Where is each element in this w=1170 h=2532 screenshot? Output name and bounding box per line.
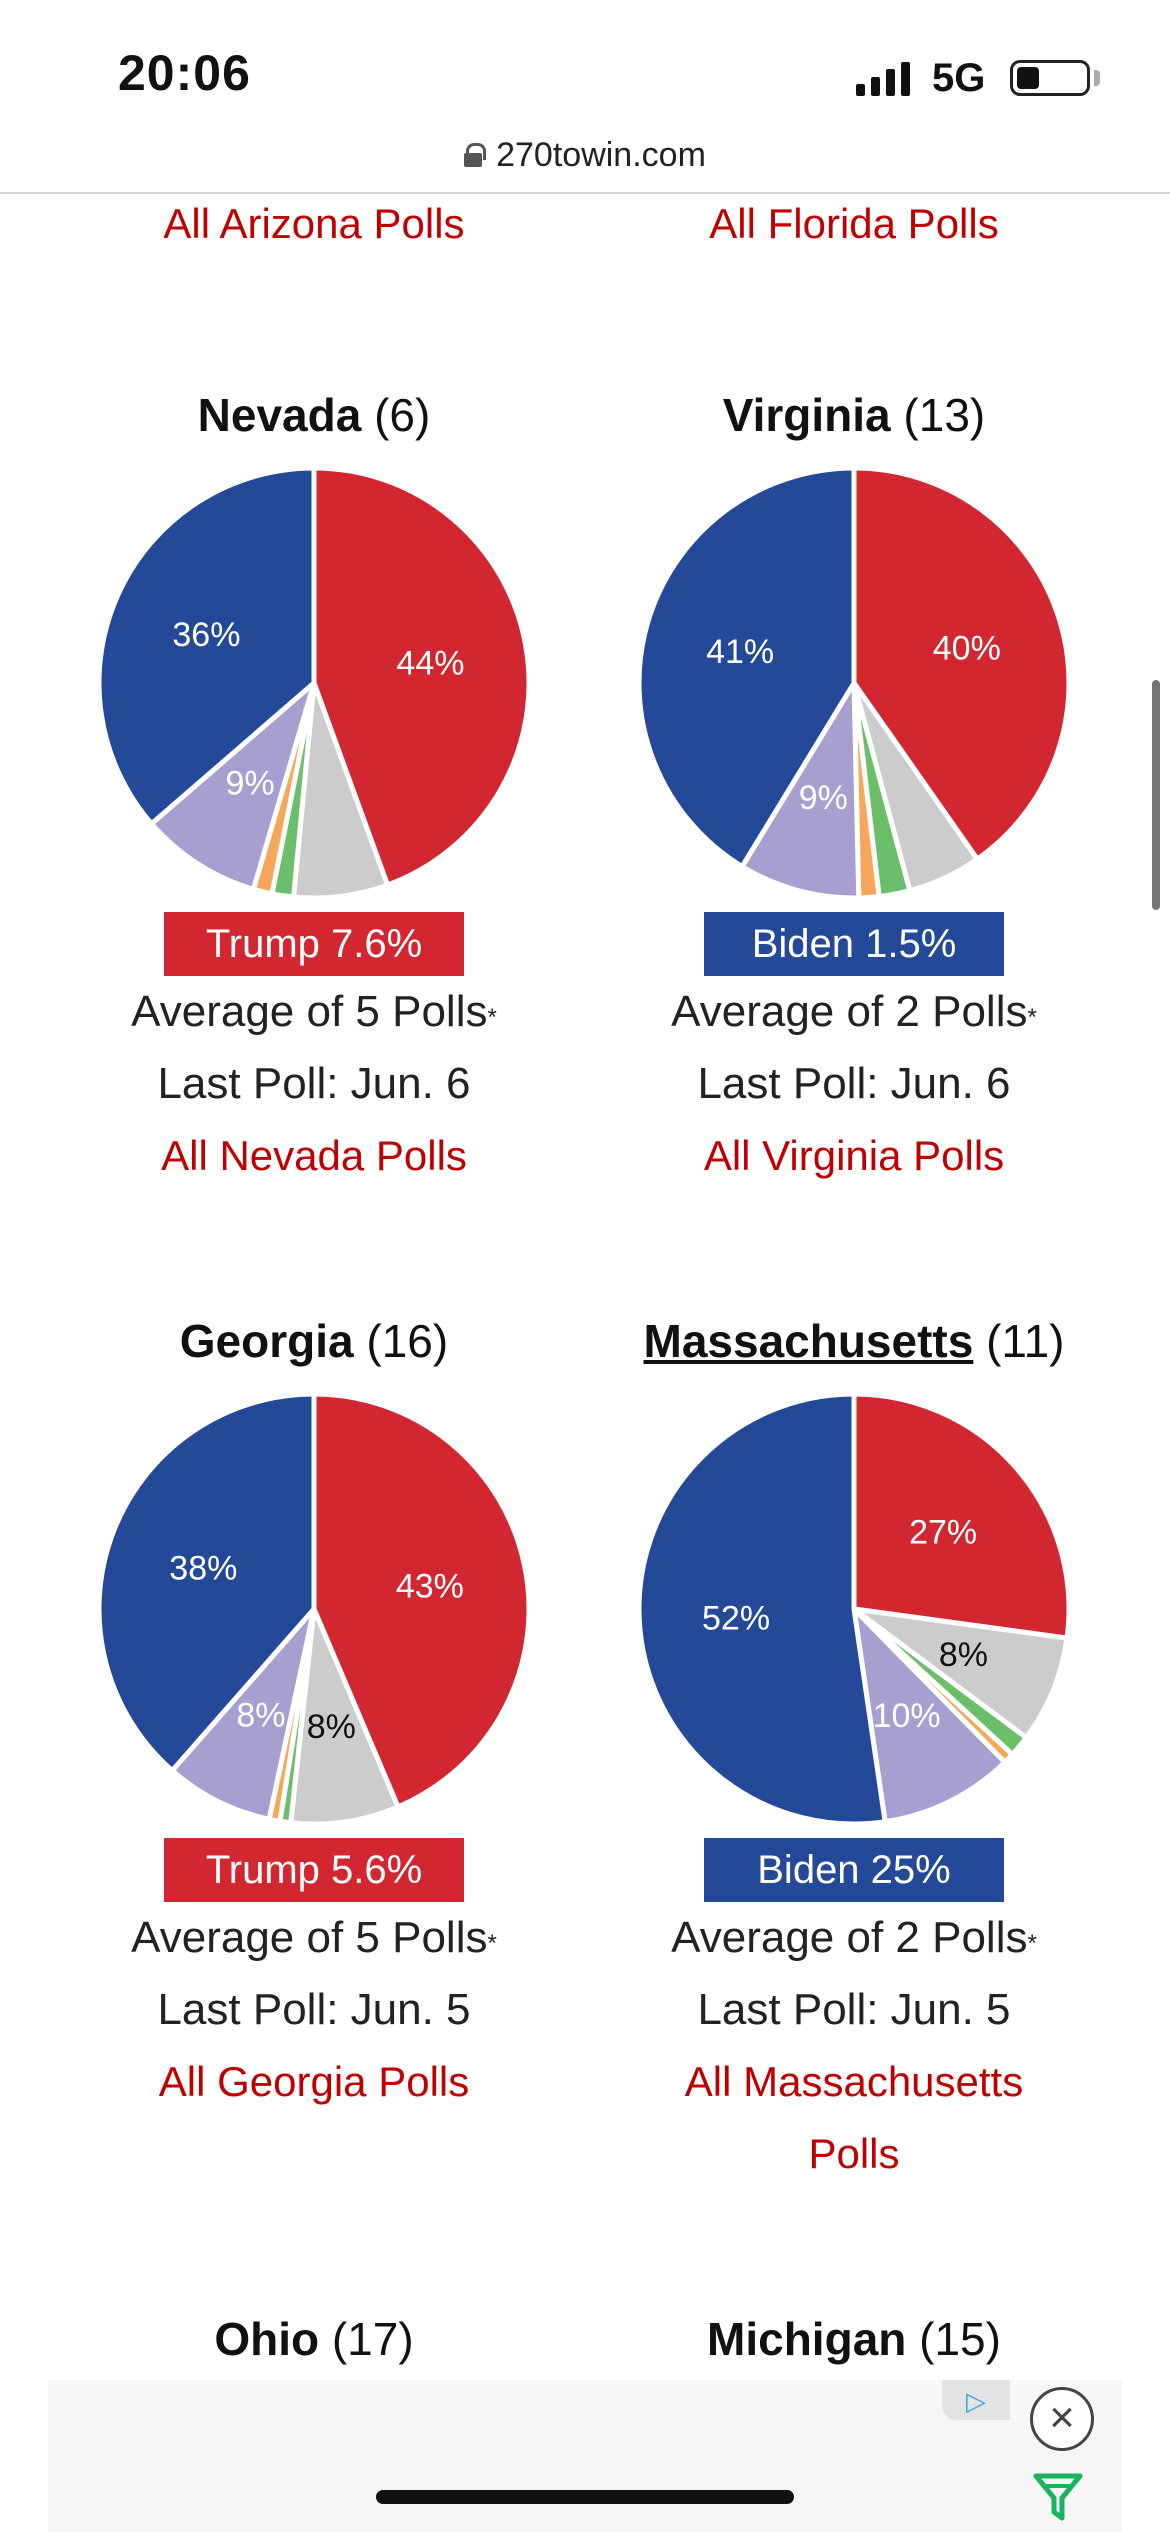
poll-average: Average of 5 Polls* xyxy=(54,976,574,1048)
pie-label-trump: 27% xyxy=(909,1513,977,1551)
pie-label-kennedy: 8% xyxy=(236,1697,285,1735)
pie-label-kennedy: 9% xyxy=(799,779,848,817)
home-indicator[interactable] xyxy=(376,2490,794,2504)
state-card-massachusetts: Massachusetts (11) 27% 8% 10% 52% Biden 25%… xyxy=(594,1314,1114,2190)
pie-slice-kennedy[interactable] xyxy=(739,680,862,901)
footnote-mark: * xyxy=(487,1930,497,1957)
state-card-nevada: Nevada (6) 44% 9% 36% Trump 7.6% Average o… xyxy=(54,388,574,1192)
pie-slice-trump[interactable] xyxy=(851,465,1072,862)
funnel-icon[interactable] xyxy=(1030,2468,1086,2524)
close-icon[interactable]: × xyxy=(1030,2387,1094,2451)
poll-average-text: Average of 2 Polls xyxy=(671,987,1028,1036)
pie-chart-georgia[interactable]: 43% 8% 8% 38% xyxy=(89,1384,539,1834)
all-georgia-polls-link[interactable]: All Georgia Polls xyxy=(158,2058,470,2105)
all-nevada-polls-link[interactable]: All Nevada Polls xyxy=(161,1132,467,1179)
pie-label-trump: 40% xyxy=(933,629,1001,667)
state-title: Nevada (6) xyxy=(54,388,574,448)
pie-slice-biden[interactable] xyxy=(96,465,317,827)
lock-icon xyxy=(464,143,487,167)
clock: 20:06 xyxy=(118,45,251,101)
electoral-votes: (6) xyxy=(374,389,431,441)
pie-slice-biden[interactable] xyxy=(636,1391,888,1827)
last-poll-date: Last Poll: Jun. 6 xyxy=(157,1059,471,1108)
pie-slice-trump[interactable] xyxy=(851,1391,1072,1641)
leader-badge: Trump 7.6% xyxy=(164,912,464,976)
last-poll-date: Last Poll: Jun. 5 xyxy=(157,1985,471,2034)
poll-average-text: Average of 5 Polls xyxy=(131,1913,488,1962)
pie-slice-trump[interactable] xyxy=(311,1391,532,1810)
state-title: Massachusetts (11) xyxy=(594,1314,1114,1374)
state-title: Michigan (15) xyxy=(594,2312,1114,2372)
electoral-votes: (15) xyxy=(919,2313,1001,2365)
all-massachusetts-polls-link[interactable]: All Massachusetts Polls xyxy=(684,2058,1024,2177)
state-name: Ohio xyxy=(214,2313,320,2365)
battery-icon xyxy=(1010,60,1090,96)
electoral-votes: (17) xyxy=(331,2313,414,2365)
footnote-mark: * xyxy=(1027,1930,1037,1957)
state-card-ohio: Ohio (17) xyxy=(54,2312,574,2372)
pie-slice-kennedy[interactable] xyxy=(851,1606,1008,1825)
footnote-mark: * xyxy=(487,1004,497,1031)
pie-label-trump: 43% xyxy=(396,1567,464,1605)
electoral-votes: (13) xyxy=(903,389,986,441)
pie-chart-massachusetts[interactable]: 27% 8% 10% 52% xyxy=(629,1384,1079,1834)
status-bar: 20:06 5G xyxy=(0,0,1170,120)
pie-label-biden: 41% xyxy=(706,633,774,671)
state-card-virginia: Virginia (13) 40% 9% 41% Biden 1.5% Averag… xyxy=(594,388,1114,1192)
pie-chart-nevada[interactable]: 44% 9% 36% xyxy=(89,458,539,908)
electoral-votes: (11) xyxy=(986,1315,1065,1367)
poll-average: Average of 2 Polls* xyxy=(594,1902,1114,1974)
battery-tip xyxy=(1094,70,1100,86)
pie-slice-biden[interactable] xyxy=(96,1391,317,1774)
pie-slice-kennedy[interactable] xyxy=(149,680,317,892)
pie-slice-biden[interactable] xyxy=(636,465,857,870)
state-name: Nevada xyxy=(197,389,362,441)
last-poll-date: Last Poll: Jun. 5 xyxy=(697,1985,1011,2034)
leader-badge: Biden 25% xyxy=(704,1838,1004,1902)
poll-average: Average of 2 Polls* xyxy=(594,976,1114,1048)
pie-label-trump: 44% xyxy=(396,644,464,682)
poll-average-text: Average of 5 Polls xyxy=(131,987,488,1036)
last-poll-date: Last Poll: Jun. 6 xyxy=(697,1059,1011,1108)
pie-label-kennedy: 10% xyxy=(873,1697,941,1735)
pie-label-biden: 52% xyxy=(702,1600,770,1638)
divider xyxy=(0,192,1170,194)
state-title: Ohio (17) xyxy=(54,2312,574,2372)
state-title: Virginia (13) xyxy=(594,388,1114,448)
leader-badge: Biden 1.5% xyxy=(704,912,1004,976)
leader-badge: Trump 5.6% xyxy=(164,1838,464,1902)
pie-label-undecided: 8% xyxy=(939,1636,988,1674)
state-name: Virginia xyxy=(722,389,891,441)
state-name-link[interactable]: Massachusetts xyxy=(643,1315,974,1367)
pie-slice-trump[interactable] xyxy=(311,465,532,888)
signal-icon xyxy=(856,62,910,96)
state-title: Georgia (16) xyxy=(54,1314,574,1374)
electoral-votes: (16) xyxy=(366,1315,449,1367)
all-virginia-polls-link[interactable]: All Virginia Polls xyxy=(703,1132,1005,1179)
url-text: 270towin.com xyxy=(496,135,706,174)
state-card-georgia: Georgia (16) 43% 8% 8% 38% Trump 5.6% Avera… xyxy=(54,1314,574,2118)
state-name: Georgia xyxy=(179,1315,354,1367)
pie-label-biden: 38% xyxy=(169,1549,237,1587)
scrollbar[interactable] xyxy=(1152,680,1160,910)
poll-average: Average of 5 Polls* xyxy=(54,1902,574,1974)
pie-label-kennedy: 9% xyxy=(225,764,274,802)
footnote-mark: * xyxy=(1027,1004,1037,1031)
address-bar[interactable]: 270towin.com xyxy=(0,120,1170,190)
adchoices-icon[interactable]: ▷ xyxy=(942,2380,1010,2420)
state-card-michigan: Michigan (15) xyxy=(594,2312,1114,2372)
all-arizona-polls-link[interactable]: All Arizona Polls xyxy=(163,200,465,247)
all-florida-polls-link[interactable]: All Florida Polls xyxy=(709,200,999,247)
network-type: 5G xyxy=(932,56,986,100)
state-name: Michigan xyxy=(707,2313,907,2365)
pie-label-undecided: 8% xyxy=(307,1708,356,1746)
pie-chart-virginia[interactable]: 40% 9% 41% xyxy=(629,458,1079,908)
poll-average-text: Average of 2 Polls xyxy=(671,1913,1028,1962)
pie-label-biden: 36% xyxy=(172,616,240,654)
